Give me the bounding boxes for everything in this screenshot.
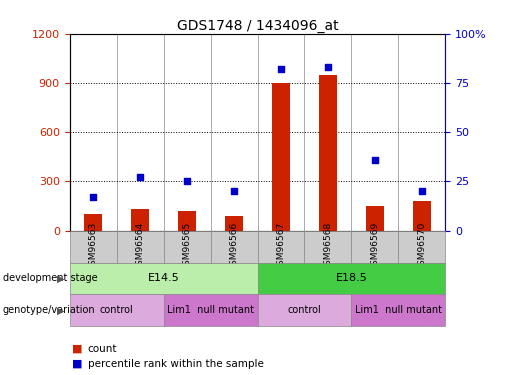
Text: E18.5: E18.5: [336, 273, 367, 284]
Bar: [164, 231, 211, 262]
Bar: [131, 209, 149, 231]
Text: ▶: ▶: [57, 273, 64, 284]
Text: development stage: development stage: [3, 273, 97, 284]
Text: ■: ■: [72, 359, 82, 369]
Bar: [352, 294, 445, 326]
Bar: [70, 231, 116, 262]
Text: GSM96569: GSM96569: [370, 222, 380, 271]
Text: ■: ■: [72, 344, 82, 354]
Text: GSM96567: GSM96567: [277, 222, 285, 271]
Point: [324, 64, 332, 70]
Text: GSM96564: GSM96564: [135, 222, 145, 271]
Text: genotype/variation: genotype/variation: [3, 305, 95, 315]
Text: GSM96563: GSM96563: [89, 222, 97, 271]
Text: Lim1  null mutant: Lim1 null mutant: [355, 305, 442, 315]
Point: [277, 66, 285, 72]
Bar: [70, 294, 164, 326]
Text: E14.5: E14.5: [148, 273, 179, 284]
Bar: [399, 231, 445, 262]
Text: GSM96570: GSM96570: [418, 222, 426, 271]
Point: [183, 178, 191, 184]
Text: Lim1  null mutant: Lim1 null mutant: [167, 305, 254, 315]
Bar: [258, 231, 304, 262]
Bar: [116, 231, 164, 262]
Bar: [258, 262, 445, 294]
Title: GDS1748 / 1434096_at: GDS1748 / 1434096_at: [177, 19, 338, 33]
Text: GSM96568: GSM96568: [323, 222, 333, 271]
Point: [371, 157, 379, 163]
Point: [418, 188, 426, 194]
Text: percentile rank within the sample: percentile rank within the sample: [88, 359, 264, 369]
Point: [136, 174, 144, 180]
Bar: [211, 231, 258, 262]
Bar: [271, 83, 290, 231]
Bar: [83, 214, 102, 231]
Bar: [413, 201, 432, 231]
Text: ▶: ▶: [57, 305, 64, 315]
Bar: [178, 211, 196, 231]
Point: [89, 194, 97, 200]
Bar: [258, 294, 352, 326]
Text: count: count: [88, 344, 117, 354]
Bar: [352, 231, 399, 262]
Text: GSM96566: GSM96566: [230, 222, 238, 271]
Text: control: control: [287, 305, 321, 315]
Bar: [225, 216, 244, 231]
Text: GSM96565: GSM96565: [182, 222, 192, 271]
Bar: [304, 231, 352, 262]
Bar: [319, 75, 337, 231]
Text: control: control: [99, 305, 133, 315]
Bar: [366, 206, 384, 231]
Bar: [70, 262, 258, 294]
Bar: [164, 294, 258, 326]
Point: [230, 188, 238, 194]
